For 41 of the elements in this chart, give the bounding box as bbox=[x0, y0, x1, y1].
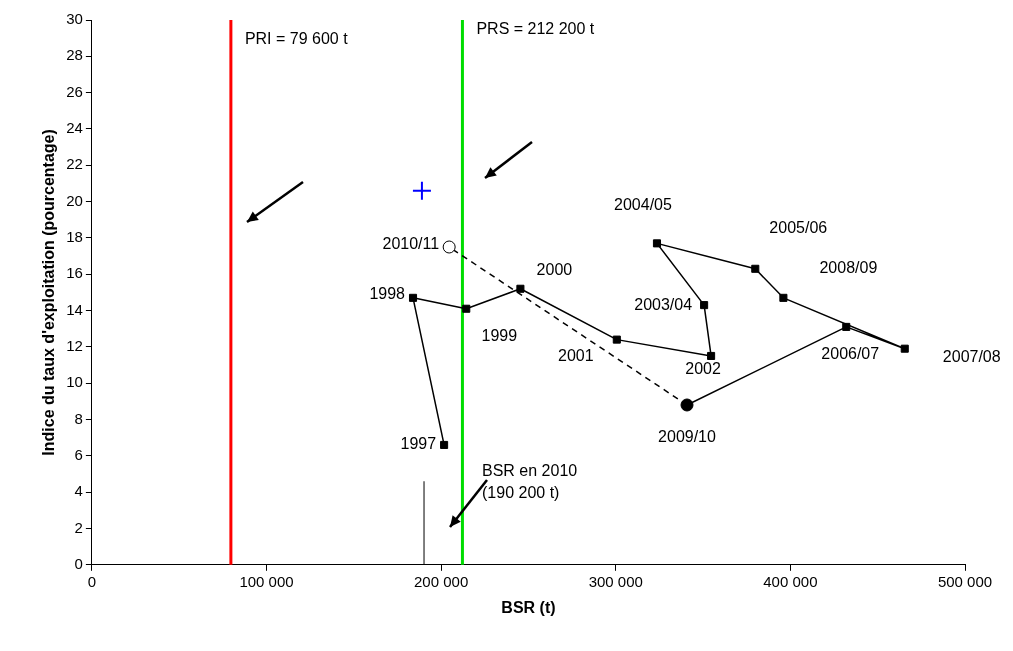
annotation: 2008/09 bbox=[819, 259, 878, 277]
x-tick-label: 500 000 bbox=[937, 572, 993, 590]
y-tick-label: 2 bbox=[74, 518, 83, 536]
annotation: 2005/06 bbox=[769, 219, 828, 237]
y-axis-title: Indice du taux d'exploitation (pourcentage) bbox=[40, 129, 58, 456]
ref-line-label: PRS = 212 200 t bbox=[476, 20, 595, 38]
y-tick-label: 14 bbox=[66, 300, 83, 318]
annotation: 2004/05 bbox=[614, 195, 672, 213]
x-tick-label: 100 000 bbox=[239, 572, 294, 590]
y-tick-label: 6 bbox=[74, 445, 83, 463]
y-tick-label: 8 bbox=[74, 409, 83, 427]
x-tick-label: 400 000 bbox=[763, 572, 818, 590]
annotation: 1999 bbox=[481, 327, 518, 345]
y-tick-label: 22 bbox=[66, 155, 83, 173]
annotation: 2003/04 bbox=[634, 295, 693, 313]
y-tick-label: 0 bbox=[74, 554, 83, 572]
y-tick-label: 10 bbox=[66, 373, 83, 391]
x-tick-label: 300 000 bbox=[588, 572, 643, 590]
annotation: 2006/07 bbox=[821, 345, 880, 363]
annotation: 2007/08 bbox=[942, 348, 1001, 366]
y-tick-label: 20 bbox=[66, 191, 83, 209]
y-tick-label: 28 bbox=[66, 46, 83, 64]
annotation: 2010/11 bbox=[382, 235, 440, 253]
annotation: 2001 bbox=[558, 347, 594, 365]
y-tick-label: 16 bbox=[66, 264, 83, 282]
x-axis-title: BSR (t) bbox=[501, 598, 556, 616]
y-tick-label: 12 bbox=[66, 337, 83, 355]
y-tick-label: 4 bbox=[74, 482, 83, 500]
x-tick-label: 200 000 bbox=[414, 572, 469, 590]
ref-line-label: BSR en 2010 (190 200 t) bbox=[482, 461, 578, 501]
y-tick-label: 26 bbox=[66, 82, 83, 100]
annotation: 2002 bbox=[685, 360, 721, 378]
ref-line-label: PRI = 79 600 t bbox=[244, 30, 349, 48]
annotation: 2009/10 bbox=[658, 428, 717, 446]
y-tick-label: 18 bbox=[66, 228, 83, 246]
y-tick-label: 30 bbox=[66, 10, 83, 28]
annotation: 2000 bbox=[536, 261, 573, 279]
annotation: 1997 bbox=[400, 435, 437, 453]
y-tick-label: 24 bbox=[66, 119, 83, 137]
x-tick-label: 0 bbox=[87, 572, 97, 590]
annotation: 1998 bbox=[369, 285, 406, 303]
